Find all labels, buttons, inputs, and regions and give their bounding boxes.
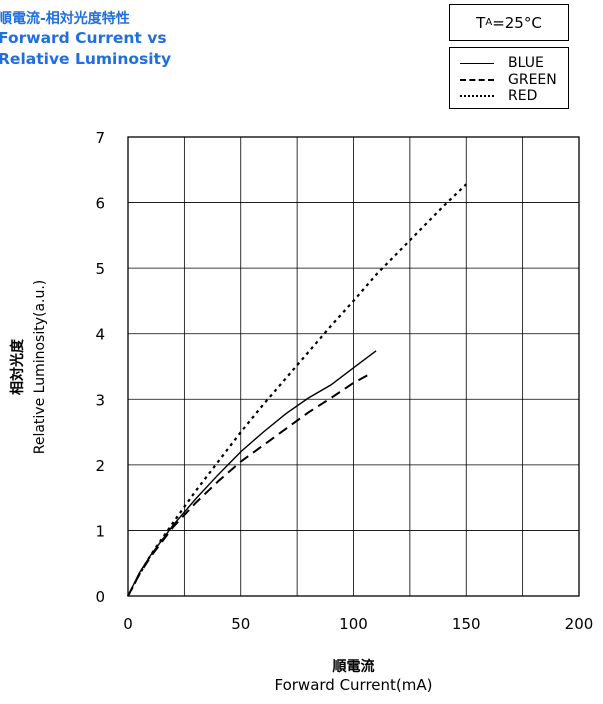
y-axis-label: Relative Luminosity(a.u.) <box>32 280 48 455</box>
y-tick-label: 2 <box>95 457 105 475</box>
condition-rest: =25°C <box>492 13 542 32</box>
chart-title-en-line1: Forward Current vs <box>0 29 167 48</box>
y-axis-labels: 相対光度 Relative Luminosity(a.u.) <box>9 280 48 455</box>
x-axis-label-jp: 順電流 <box>332 659 375 675</box>
x-tick-label: 0 <box>123 615 133 633</box>
legend-entry-green: GREEN <box>450 72 557 88</box>
series-group <box>127 183 468 597</box>
condition-box: T A =25°C <box>449 4 569 41</box>
legend-label-red: RED <box>508 88 538 104</box>
condition-t: T <box>476 13 486 32</box>
series-line-red <box>127 183 468 597</box>
chart-title-jp: 順電流-相対光度特性 <box>0 11 130 27</box>
chart-title: 順電流-相対光度特性 Forward Current vs Relative L… <box>0 10 171 69</box>
legend-swatch-dotted <box>460 95 494 97</box>
legend-entry-red: RED <box>450 88 537 104</box>
x-tick-label: 200 <box>565 615 594 633</box>
x-axis-label: Forward Current(mA) <box>274 676 433 694</box>
x-tick-label: 100 <box>339 615 368 633</box>
x-tick-label: 150 <box>452 615 481 633</box>
series-line-blue <box>127 350 377 597</box>
legend-swatch-dashed <box>460 79 494 81</box>
grid <box>127 136 580 597</box>
y-tick-label: 6 <box>95 195 105 213</box>
chart-title-en-line2: Relative Luminosity <box>0 49 172 68</box>
legend-label-green: GREEN <box>508 72 557 88</box>
y-tick-label: 0 <box>95 588 105 606</box>
y-axis-label-jp: 相対光度 <box>9 338 26 395</box>
legend-swatch-solid <box>460 62 494 64</box>
tick-labels: 0 50 100 150 200 0 1 2 3 4 5 6 7 <box>95 129 593 633</box>
plot-frame <box>127 136 580 597</box>
y-tick-label: 7 <box>95 129 105 147</box>
series-line-green <box>127 372 372 597</box>
y-tick-label: 4 <box>95 326 105 344</box>
y-tick-label: 1 <box>95 522 105 540</box>
condition-sub: A <box>485 17 493 28</box>
y-tick-label: 3 <box>95 391 105 409</box>
legend-label-blue: BLUE <box>508 55 544 71</box>
y-tick-label: 5 <box>95 260 105 278</box>
legend-entry-blue: BLUE <box>450 55 544 71</box>
x-tick-label: 50 <box>231 615 250 633</box>
legend: BLUE GREEN RED <box>449 47 569 109</box>
